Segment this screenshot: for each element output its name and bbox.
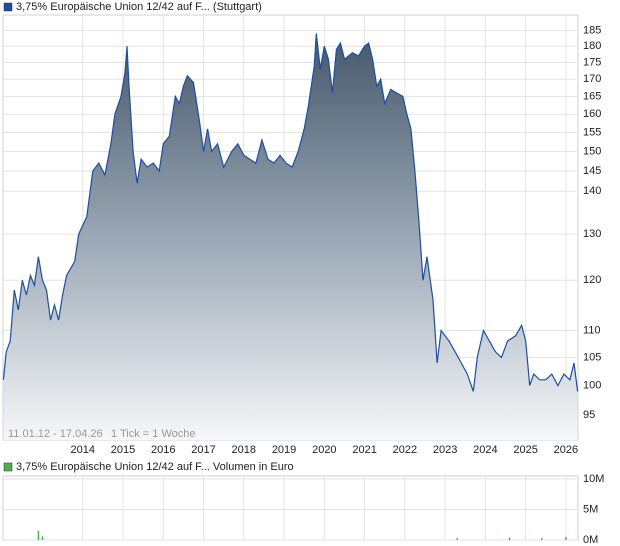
x-tick-label: 2026 [554,444,578,456]
y-tick-label: 110 [583,324,601,336]
x-tick-label: 2016 [151,444,175,456]
x-tick-label: 2023 [433,444,457,456]
y-tick-label: 0M [583,534,598,546]
volume-bar [456,538,458,540]
x-tick-label: 2018 [232,444,256,456]
x-tick-label: 2019 [272,444,296,456]
y-tick-label: 160 [583,108,601,120]
y-tick-label: 120 [583,274,601,286]
y-tick-label: 95 [583,409,595,421]
y-tick-label: 100 [583,379,601,391]
legend-label: 3,75% Europäische Union 12/42 auf F... (… [16,1,262,13]
volume-bar [565,536,567,540]
legend-swatch [3,2,13,12]
x-tick-label: 2021 [352,444,376,456]
x-tick-label: 2020 [312,444,336,456]
legend-label: 3,75% Europäische Union 12/42 auf F... V… [16,461,294,473]
x-tick-label: 2024 [473,444,497,456]
y-tick-label: 175 [583,56,601,68]
x-tick-label: 2022 [393,444,417,456]
x-tick-label: 2017 [191,444,215,456]
y-tick-label: 165 [583,90,601,102]
volume-bar [508,537,511,540]
y-tick-label: 180 [583,40,601,52]
volume-bar [541,538,543,540]
x-tick-label: 2025 [513,444,537,456]
y-tick-label: 150 [583,145,601,157]
line [2,33,579,392]
x-tick-label: 2014 [70,444,94,456]
annotation: 11.01.12 - 17.04.26 [8,428,103,440]
y-tick-label: 155 [583,126,601,138]
y-tick-label: 185 [583,24,601,36]
y-tick-label: 170 [583,73,601,85]
annotation: 1 Tick = 1 Woche [111,428,195,440]
plot-area [2,475,579,541]
y-tick-label: 10M [583,473,604,485]
y-tick-label: 140 [583,185,601,197]
y-tick-label: 5M [583,503,598,515]
x-tick-label: 2015 [111,444,135,456]
area [3,33,578,440]
y-tick-label: 105 [583,351,601,363]
volume-bar [37,530,40,540]
volume-bar [41,536,44,540]
legend-swatch [3,462,13,472]
y-tick-label: 130 [583,228,601,240]
y-tick-label: 145 [583,165,601,177]
